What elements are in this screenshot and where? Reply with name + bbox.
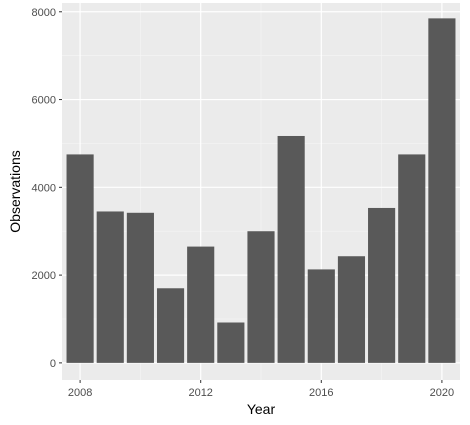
bar-2016 (307, 269, 335, 363)
bar-2018 (368, 207, 396, 363)
bar-2008 (66, 154, 94, 363)
bar-2012 (187, 246, 215, 363)
bar-2011 (156, 288, 185, 363)
bar-2009 (96, 211, 124, 363)
bar-2019 (398, 154, 426, 363)
x-axis: 2008 2012 2016 2020 (68, 380, 454, 399)
x-tick-label: 2012 (188, 387, 212, 399)
bar-2014 (247, 231, 275, 363)
y-tick-label: 8000 (32, 7, 56, 19)
y-tick-label: 2000 (32, 270, 56, 282)
x-axis-title: Year (247, 401, 276, 417)
bar-2017 (337, 256, 366, 363)
x-tick-label: 2008 (68, 387, 92, 399)
y-axis: 0 2000 4000 6000 8000 (32, 7, 62, 370)
x-tick-label: 2016 (309, 387, 333, 399)
x-tick-label: 2020 (430, 387, 454, 399)
y-axis-title: Observations (7, 150, 23, 232)
bar-2010 (126, 212, 154, 363)
y-tick-label: 6000 (32, 95, 56, 107)
bar-2020 (428, 18, 456, 363)
y-tick-label: 0 (50, 358, 56, 370)
bar-2015 (277, 135, 305, 363)
bars (66, 18, 456, 363)
y-tick-label: 4000 (32, 182, 56, 194)
bar-2013 (217, 322, 245, 363)
